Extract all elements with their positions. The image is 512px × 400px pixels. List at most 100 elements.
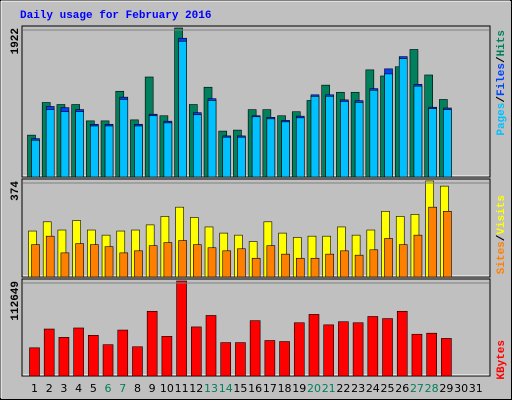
bar [441, 338, 452, 377]
bar [161, 336, 173, 377]
bar [31, 139, 40, 178]
bar [310, 257, 320, 278]
x-tick-label: 27 [410, 382, 424, 395]
bar [367, 316, 379, 377]
legend-separator: / [496, 234, 508, 241]
x-tick-label: 8 [134, 382, 141, 395]
bar [119, 252, 129, 278]
bar [193, 244, 202, 278]
x-tick-label: 14 [219, 382, 233, 395]
bar [426, 332, 437, 377]
bar [398, 244, 408, 278]
bar [176, 280, 187, 377]
x-tick-label: 28 [425, 382, 439, 395]
bar [295, 257, 305, 278]
bar [45, 109, 55, 178]
legend-entry: Visits [496, 195, 508, 235]
bar [384, 73, 393, 178]
bar [413, 85, 423, 178]
bar [354, 102, 364, 178]
bar [90, 244, 99, 278]
x-tick-label: 29 [439, 382, 453, 395]
bar [163, 242, 173, 278]
bar [443, 109, 452, 178]
x-tick-label: 5 [90, 382, 97, 395]
bar [266, 245, 276, 278]
bar [340, 101, 349, 178]
x-tick-label: 20 [307, 382, 321, 395]
bar [60, 111, 70, 178]
bar [352, 322, 364, 377]
legend: KBytes [496, 340, 508, 380]
bar [207, 247, 217, 278]
bar [264, 340, 276, 377]
bar [191, 326, 202, 377]
bar [29, 347, 40, 377]
bar [237, 248, 246, 278]
x-tick-label: 7 [119, 382, 126, 395]
bar [396, 310, 408, 377]
x-tick-label: 24 [366, 382, 380, 395]
bar [293, 322, 305, 377]
bar [88, 334, 99, 377]
bar [148, 115, 158, 178]
bar [205, 315, 217, 377]
bar [104, 246, 114, 278]
bar [237, 136, 246, 178]
bar [443, 210, 452, 278]
legend-entry: Hits [496, 30, 508, 56]
x-tick-label: 1 [31, 382, 38, 395]
x-tick-label: 17 [263, 382, 277, 395]
bar [325, 96, 334, 178]
x-tick-label: 19 [292, 382, 306, 395]
x-tick-label: 13 [204, 382, 218, 395]
bar [222, 136, 232, 178]
bar [382, 318, 393, 377]
x-tick-label: 22 [336, 382, 350, 395]
x-tick-label: 18 [278, 382, 292, 395]
x-tick-label: 4 [75, 382, 82, 395]
bar [310, 96, 320, 178]
bar [279, 341, 290, 377]
legend-entry: Pages [496, 103, 508, 136]
legend-entry: Files [496, 63, 508, 96]
bar [428, 206, 437, 278]
x-tick-label: 23 [351, 382, 365, 395]
bar [325, 253, 334, 278]
x-tick-label: 15 [233, 382, 247, 395]
legend-entry: Sites [496, 241, 508, 274]
bar [251, 116, 261, 178]
bar [178, 240, 187, 278]
x-tick-label: 10 [160, 382, 174, 395]
bar [398, 58, 408, 178]
legend: Sites/Visits [496, 195, 508, 274]
x-tick-label: 12 [189, 382, 203, 395]
bar [369, 249, 379, 278]
bar [281, 121, 290, 178]
bar [102, 344, 114, 377]
bar [75, 111, 84, 178]
bar [163, 122, 173, 178]
bar [428, 108, 437, 178]
bar [207, 100, 217, 178]
bar [134, 250, 143, 278]
bar [119, 99, 129, 178]
x-tick-label: 2 [46, 382, 53, 395]
bar [60, 252, 70, 278]
bar [251, 257, 261, 278]
bar [73, 327, 84, 377]
bar [58, 337, 70, 377]
x-tick-label: 31 [469, 382, 483, 395]
x-tick-label: 9 [149, 382, 156, 395]
bar [45, 235, 55, 278]
legend: Pages/Files/Hits [496, 30, 508, 136]
x-tick-label: 11 [175, 382, 189, 395]
bar [31, 244, 40, 278]
bar [222, 250, 232, 278]
bar [117, 329, 129, 377]
legend-separator: / [496, 56, 508, 63]
bar [148, 245, 158, 278]
x-tick-label: 21 [322, 382, 336, 395]
x-tick-label: 30 [454, 382, 468, 395]
